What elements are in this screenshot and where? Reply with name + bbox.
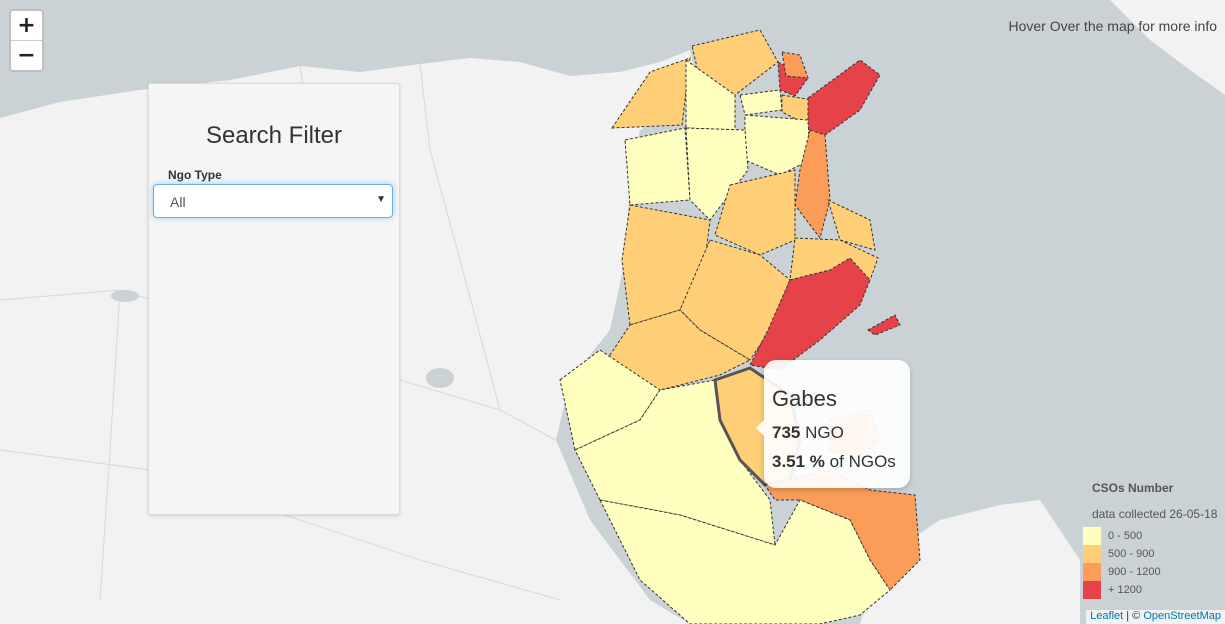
legend-label: 0 - 500 (1108, 530, 1143, 542)
legend-swatch (1083, 581, 1101, 599)
legend-label: 900 - 1200 (1108, 566, 1161, 578)
legend-item: + 1200 (1083, 581, 1225, 599)
lake (426, 368, 454, 388)
region-sfax (749, 257, 871, 371)
osm-link[interactable]: OpenStreetMap (1143, 610, 1221, 622)
ngo-type-label: Ngo Type (168, 168, 222, 182)
land-italy (1110, 0, 1225, 95)
legend-item: 500 - 900 (1083, 545, 1225, 563)
legend-swatch (1083, 545, 1101, 563)
legend-title: CSOs Number (1092, 481, 1174, 495)
region-kairouan (714, 169, 796, 256)
region-manouba (739, 89, 783, 116)
legend-item: 0 - 500 (1083, 527, 1225, 545)
zoom-in-button[interactable]: + (11, 11, 42, 41)
zoom-control: + − (9, 9, 44, 72)
region-sidi-bouzid (679, 239, 791, 361)
chevron-down-icon: ▼ (376, 194, 386, 205)
tooltip-ngo-count: 735 NGO (772, 423, 844, 443)
tunisia-governorates[interactable] (559, 29, 921, 624)
region-sousse (794, 129, 831, 240)
legend-swatch (1083, 527, 1101, 545)
lake (111, 290, 139, 302)
legend-label: + 1200 (1108, 584, 1142, 596)
attribution-separator: | © (1123, 610, 1144, 622)
region-tooltip: Gabes 735 NGO 3.51 % of NGOs (756, 360, 910, 488)
percent-value: 3.51 % (772, 452, 825, 471)
map-legend: CSOs Number data collected 26-05-18 0 - … (1083, 481, 1225, 599)
region-monastir (827, 199, 876, 251)
tooltip-region-name: Gabes (772, 386, 837, 411)
ngo-type-select[interactable]: All ▼ (153, 184, 393, 218)
tooltip-percent: 3.51 % of NGOs (772, 452, 896, 472)
map-hint: Hover Over the map for more info (1008, 18, 1217, 34)
map-attribution: Leaflet | © OpenStreetMap (1086, 610, 1225, 624)
legend-label: 500 - 900 (1108, 548, 1155, 560)
ngo-count-suffix: NGO (805, 423, 844, 442)
leaflet-link[interactable]: Leaflet (1090, 610, 1124, 622)
legend-item: 900 - 1200 (1083, 563, 1225, 581)
ngo-count-value: 735 (772, 423, 801, 442)
land-libya (860, 500, 1080, 624)
percent-suffix: of NGOs (829, 452, 896, 471)
region-bizerte (691, 29, 779, 96)
filter-title: Search Filter (205, 122, 343, 149)
legend-swatch (1083, 563, 1101, 581)
region-tunis (781, 51, 809, 79)
search-filter-panel: Search Filter Ngo Type All ▼ (148, 83, 400, 515)
region-tataouine (599, 499, 891, 624)
zoom-out-button[interactable]: − (17, 43, 36, 68)
region-kerkennah (867, 314, 901, 336)
ngo-type-value: All (170, 194, 186, 210)
region-kef (624, 127, 691, 206)
region-jendouba (611, 57, 691, 129)
legend-subtitle: data collected 26-05-18 (1092, 507, 1218, 521)
